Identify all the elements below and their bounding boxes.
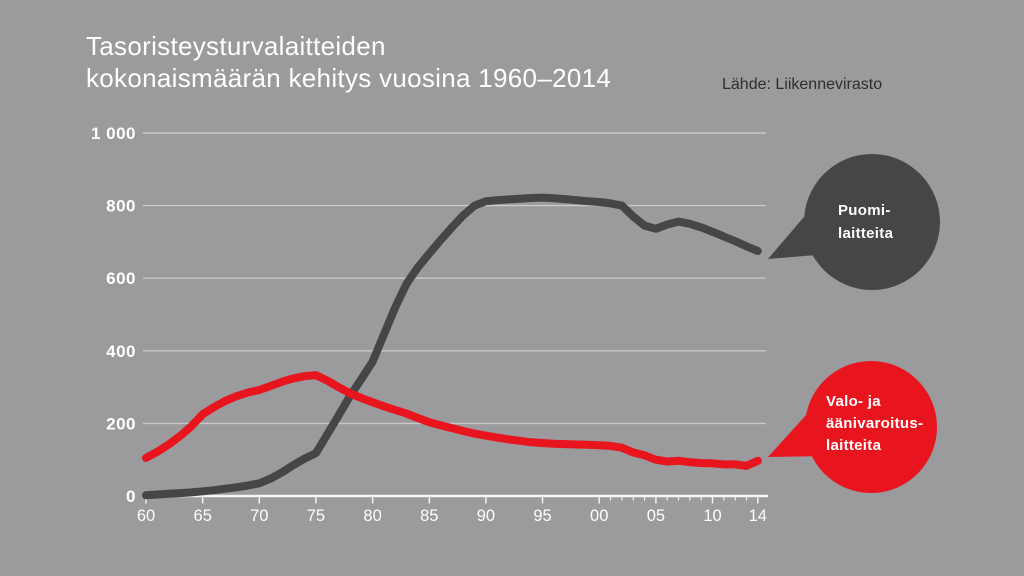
callout-bubble-puomi: [804, 154, 940, 290]
x-axis-label: 05: [647, 507, 665, 525]
callout-label-valo: äänivaroitus-: [826, 415, 923, 432]
source-label: Lähde: Liikennevirasto: [722, 76, 883, 93]
y-axis-label: 1 000: [91, 124, 136, 143]
series-line-valo: [142, 371, 762, 470]
y-axis-label: 200: [106, 414, 136, 433]
y-axis-label: 0: [126, 487, 136, 506]
x-axis-label: 00: [590, 507, 608, 525]
series-line-puomi: [142, 193, 762, 500]
x-axis-label: 75: [307, 507, 325, 525]
x-axis-label: 60: [137, 507, 155, 525]
callout-bubble-valo: [805, 361, 937, 493]
callout-label-puomi: laitteita: [838, 225, 894, 242]
callout-label-puomi: Puomi-: [838, 202, 891, 219]
y-axis-label: 600: [106, 269, 136, 288]
x-axis-label: 80: [363, 507, 381, 525]
x-axis-label: 95: [533, 507, 551, 525]
callout-label-valo: laitteita: [826, 437, 882, 454]
x-axis-label: 90: [477, 507, 495, 525]
y-axis-label: 800: [106, 197, 136, 216]
callout-puomi: Puomi-laitteita: [768, 154, 940, 290]
chart-title: Tasoristeysturvalaitteiden kokonaismäärä…: [86, 30, 611, 94]
x-axis-label: 14: [749, 507, 767, 525]
x-axis-label: 65: [194, 507, 212, 525]
x-axis-label: 10: [703, 507, 721, 525]
x-axis-label: 70: [250, 507, 268, 525]
callout-label-valo: Valo- ja: [826, 393, 881, 410]
chart-title-line2: kokonaismäärän kehitys vuosina 1960–2014: [86, 63, 612, 93]
chart-title-line1: Tasoristeysturvalaitteiden: [86, 31, 386, 61]
y-axis-label: 400: [106, 342, 136, 361]
x-axis-label: 85: [420, 507, 438, 525]
callout-valo: Valo- ja äänivaroitus-laitteita: [768, 361, 937, 493]
